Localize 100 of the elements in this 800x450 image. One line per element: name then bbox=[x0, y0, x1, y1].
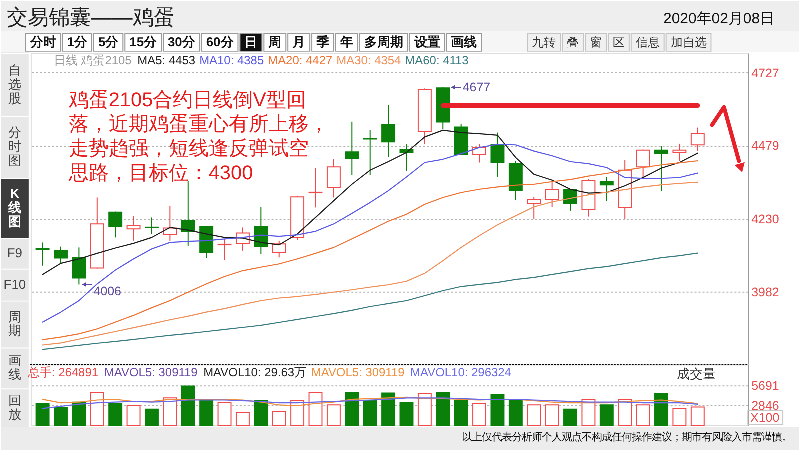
candlestick bbox=[345, 121, 360, 176]
bar bbox=[144, 408, 159, 426]
bar bbox=[326, 404, 341, 426]
text: 季 bbox=[316, 34, 330, 50]
candlestick bbox=[54, 246, 68, 265]
bar bbox=[36, 403, 50, 426]
text: MA5: 4453 bbox=[138, 53, 196, 68]
text: 自选股 bbox=[8, 62, 22, 106]
candlestick bbox=[218, 238, 232, 261]
candlestick bbox=[272, 240, 286, 258]
bar bbox=[108, 403, 123, 426]
candlestick bbox=[654, 146, 668, 192]
text: 回放 bbox=[8, 393, 22, 422]
annotation: MAVOL5: 309119 bbox=[104, 366, 198, 380]
text: 1分 bbox=[67, 34, 89, 50]
bar bbox=[600, 404, 614, 426]
text: MA10: 4385 bbox=[200, 53, 264, 68]
text: 30分 bbox=[168, 34, 196, 50]
text: 加自选 bbox=[670, 35, 707, 50]
bar bbox=[490, 394, 505, 426]
bar bbox=[236, 412, 250, 426]
candlestick bbox=[600, 176, 614, 202]
candlestick bbox=[363, 130, 378, 176]
bar bbox=[508, 400, 523, 426]
annotation: MAVOL10: 29.63万 bbox=[204, 366, 307, 380]
text: 日 bbox=[244, 34, 258, 50]
candlestick bbox=[490, 132, 505, 178]
text: F9 bbox=[7, 245, 23, 260]
bar bbox=[400, 402, 414, 426]
bar bbox=[181, 386, 196, 426]
y-tick-label: 4727 bbox=[752, 66, 780, 80]
text: 60分 bbox=[206, 34, 235, 50]
text: 周期 bbox=[8, 309, 22, 338]
candlestick bbox=[545, 181, 560, 208]
y-axis-title: X100 bbox=[750, 411, 780, 426]
bar bbox=[436, 392, 450, 426]
text: 多周期 bbox=[364, 34, 404, 50]
text: 区 bbox=[612, 35, 625, 50]
bar bbox=[672, 408, 687, 426]
text: MA20: 4427 bbox=[268, 53, 333, 68]
annotation: 鸡蛋2105合约日线倒V型回落，近期鸡蛋重心有所上移，走势趋强，短线逢反弹试空思路，目标位：4300 bbox=[68, 89, 329, 185]
series-label: MAVOL10: 296324 bbox=[410, 366, 512, 380]
bar bbox=[582, 399, 596, 426]
text: 九转 bbox=[532, 35, 556, 50]
y-tick-label: 2846 bbox=[752, 399, 780, 414]
text: 叠 bbox=[567, 35, 580, 50]
bar bbox=[200, 400, 214, 426]
text: 设置 bbox=[413, 34, 440, 50]
y-tick-label: 3982 bbox=[752, 285, 780, 300]
bar bbox=[126, 405, 141, 426]
y-tick-label: 5691 bbox=[752, 379, 780, 394]
candlestick bbox=[108, 211, 123, 238]
bar bbox=[90, 392, 104, 426]
bar bbox=[618, 399, 632, 426]
legend-title: 日线 鸡蛋2105 bbox=[54, 53, 132, 68]
bar bbox=[564, 408, 578, 426]
text: 窗 bbox=[590, 35, 602, 50]
candlestick bbox=[254, 206, 268, 255]
y-tick-label: 4479 bbox=[752, 139, 780, 154]
annotation: 总手: 264891 bbox=[26, 366, 99, 380]
candlestick bbox=[527, 196, 542, 220]
bar bbox=[363, 400, 378, 426]
text: MA60: 4113 bbox=[405, 53, 470, 68]
bar bbox=[418, 393, 432, 426]
bar bbox=[545, 404, 560, 426]
text: 画线 bbox=[8, 353, 22, 382]
text: K线图 bbox=[7, 186, 22, 229]
bar bbox=[272, 410, 286, 426]
bar bbox=[382, 392, 396, 426]
bar bbox=[654, 393, 668, 426]
bar bbox=[290, 400, 305, 426]
chart-subtitle: 2020年02月08日 bbox=[664, 10, 776, 28]
bar bbox=[472, 403, 487, 426]
candlestick bbox=[690, 127, 705, 152]
text: F10 bbox=[4, 276, 26, 292]
candlestick bbox=[36, 242, 50, 266]
candlestick bbox=[326, 159, 341, 198]
bar bbox=[54, 407, 68, 426]
annotation: 4006 bbox=[94, 284, 122, 299]
bar bbox=[308, 392, 323, 426]
bar bbox=[636, 404, 650, 426]
text: 15分 bbox=[130, 34, 158, 50]
line-series bbox=[42, 252, 698, 350]
text: 5分 bbox=[98, 34, 120, 50]
text: 月 bbox=[292, 34, 306, 50]
text: 信息 bbox=[636, 35, 660, 50]
text: 年 bbox=[339, 34, 354, 50]
y-tick-label: 4230 bbox=[752, 212, 780, 226]
candlestick bbox=[636, 149, 650, 178]
series-label: MAVOL5: 309119 bbox=[311, 366, 406, 380]
candlestick bbox=[126, 216, 141, 242]
text: 分时 bbox=[29, 34, 56, 50]
bar bbox=[163, 398, 178, 426]
bar bbox=[345, 392, 360, 426]
chart-title: 交易锦囊——鸡蛋 bbox=[6, 6, 175, 30]
candlestick bbox=[400, 144, 414, 172]
text: 以上仅代表分析师个人观点不构成任何操作建议；期市有风险入市需谨慎。 bbox=[462, 431, 792, 444]
candlestick bbox=[308, 168, 323, 208]
text: MA30: 4354 bbox=[336, 53, 402, 68]
line-series bbox=[42, 396, 698, 406]
